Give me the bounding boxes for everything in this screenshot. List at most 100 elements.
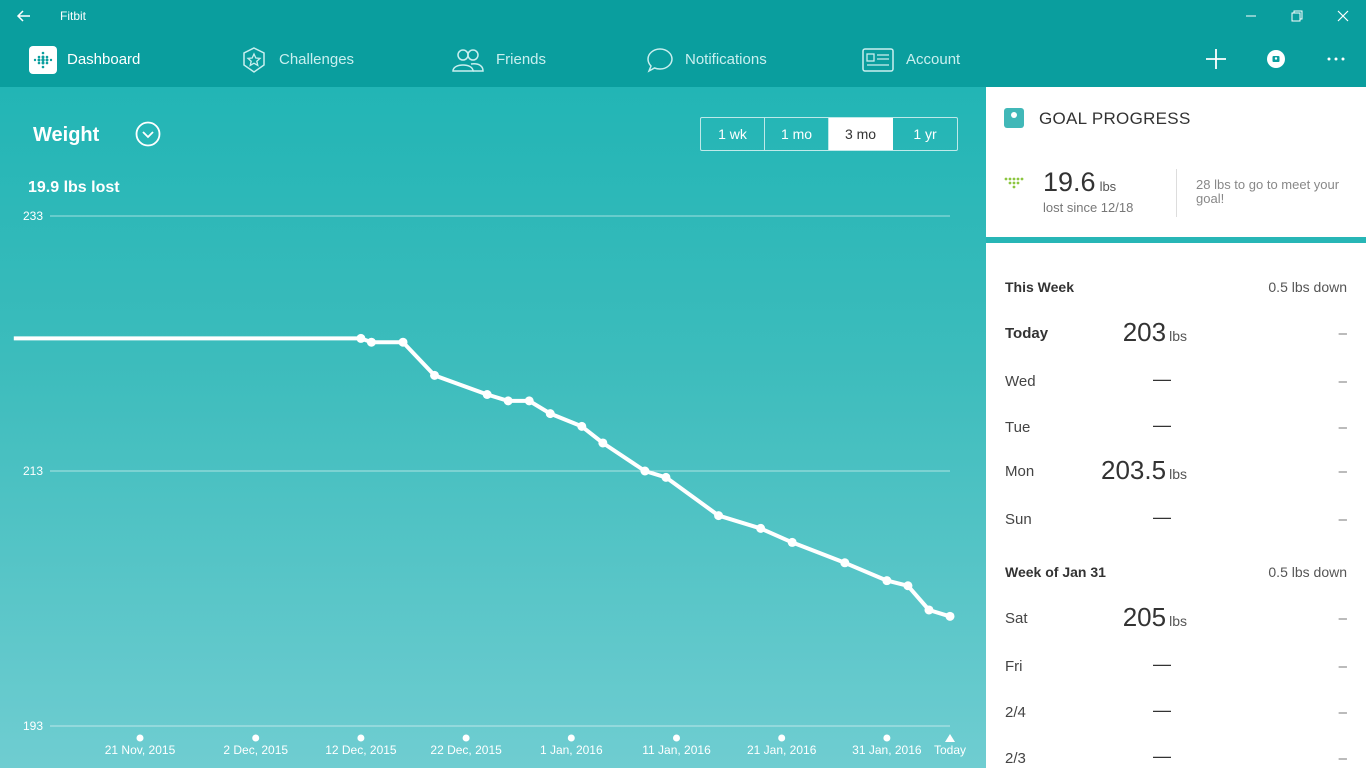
x-tick-label: Today — [934, 743, 966, 757]
goal-title: GOAL PROGRESS — [1039, 109, 1191, 128]
weight-data-point — [398, 337, 408, 347]
sync-button[interactable] — [1261, 44, 1291, 74]
y-tick-label: 193 — [23, 719, 43, 733]
goal-progress-bar — [986, 237, 1366, 243]
weight-data-point — [640, 466, 650, 476]
range-tab-1mo[interactable]: 1 mo — [765, 118, 829, 150]
day-weight: — — [1153, 654, 1171, 675]
nav-notifications[interactable]: Notifications — [645, 32, 767, 87]
add-button[interactable] — [1201, 44, 1231, 74]
nav-bar: Dashboard Challenges Friends Notificatio… — [0, 32, 1366, 87]
day-row[interactable]: 2/3 — – — [1005, 742, 1347, 768]
day-change: – — [1338, 610, 1347, 627]
x-tick-label: 2 Dec, 2015 — [223, 743, 288, 757]
day-weight: 205 lbs — [1123, 602, 1187, 633]
goal-lost-unit: lbs — [1099, 179, 1117, 194]
weight-data-point — [366, 337, 376, 347]
day-label: Tue — [1005, 419, 1031, 436]
weight-chart-panel: 233 213 193 21 Nov, 2015 2 Dec, 2015 12 Dec, … — [0, 87, 986, 768]
chart-dropdown-button[interactable] — [135, 121, 161, 147]
weight-chart: 233 213 193 21 Nov, 2015 2 Dec, 2015 12 Dec, … — [13, 209, 966, 757]
x-tick-marker — [672, 734, 680, 742]
goal-since-label: lost since 12/18 — [1043, 200, 1134, 215]
day-row[interactable]: Wed — – — [1005, 365, 1347, 395]
day-weight-value: — — [1153, 746, 1171, 766]
friends-icon — [450, 45, 486, 75]
day-weight-unit: lbs — [1169, 328, 1187, 344]
day-weight-value: — — [1153, 369, 1171, 389]
day-row[interactable]: Sat 205 lbs – — [1005, 602, 1347, 632]
x-tick-label: 11 Jan, 2016 — [642, 743, 711, 757]
day-label: Today — [1005, 325, 1049, 342]
week-change: 0.5 lbs down — [1268, 564, 1347, 580]
y-tick-label: 233 — [23, 209, 43, 223]
x-tick-label: 21 Jan, 2016 — [747, 743, 817, 757]
nav-account[interactable]: Account — [860, 32, 960, 87]
weight-data-point — [756, 523, 766, 533]
plus-icon — [1206, 49, 1226, 69]
back-arrow-icon[interactable] — [14, 6, 34, 26]
nav-challenges[interactable]: Challenges — [239, 32, 354, 87]
weight-lost-label: 19.9 lbs lost — [28, 179, 120, 196]
weight-data-point — [503, 396, 513, 406]
minimize-button[interactable] — [1228, 0, 1274, 32]
nav-dashboard[interactable]: Dashboard — [29, 32, 140, 87]
range-tab-3mo[interactable]: 3 mo — [829, 118, 893, 150]
goal-lost-value: 19.6 lbs — [1043, 167, 1116, 198]
id-card-icon — [860, 45, 896, 75]
goal-lost-number: 19.6 — [1043, 167, 1096, 197]
day-label: Fri — [1005, 658, 1023, 675]
day-change: – — [1338, 325, 1347, 342]
x-tick-label: 22 Dec, 2015 — [430, 743, 502, 757]
day-weight: — — [1153, 746, 1171, 767]
day-weight-unit: lbs — [1169, 613, 1187, 629]
week-title: This Week — [1005, 279, 1074, 295]
weight-data-point — [714, 511, 724, 521]
day-weight-value: — — [1153, 415, 1171, 435]
x-tick-marker — [357, 734, 365, 742]
weight-data-point — [882, 576, 892, 586]
week-header: Week of Jan 31 0.5 lbs down — [1005, 564, 1347, 580]
nav-friends-label: Friends — [496, 51, 547, 68]
range-tab-1wk[interactable]: 1 wk — [701, 118, 765, 150]
more-icon — [1327, 57, 1345, 61]
fitbit-logo-icon — [29, 45, 57, 74]
scale-icon — [1004, 108, 1024, 128]
day-row[interactable]: Tue — – — [1005, 411, 1347, 441]
day-row[interactable]: Today 203 lbs – — [1005, 317, 1347, 347]
x-tick-label: 12 Dec, 2015 — [325, 743, 397, 757]
x-tick-marker — [945, 734, 955, 742]
day-weight: — — [1153, 507, 1171, 528]
weight-data-point — [482, 390, 492, 399]
day-row[interactable]: Mon 203.5 lbs – — [1005, 455, 1347, 485]
x-tick-label: 31 Jan, 2016 — [852, 743, 922, 757]
day-row[interactable]: Sun — – — [1005, 503, 1347, 533]
x-tick-marker — [883, 734, 891, 742]
weight-data-point — [430, 370, 440, 380]
day-row[interactable]: 2/4 — – — [1005, 696, 1347, 726]
more-button[interactable] — [1321, 44, 1351, 74]
nav-friends[interactable]: Friends — [450, 32, 546, 87]
day-change: – — [1338, 373, 1347, 390]
day-weight-value: — — [1153, 700, 1171, 720]
close-button[interactable] — [1320, 0, 1366, 32]
restore-button[interactable] — [1274, 0, 1320, 32]
day-weight: 203.5 lbs — [1101, 455, 1187, 486]
nav-challenges-label: Challenges — [279, 51, 355, 68]
x-tick-marker — [462, 734, 470, 742]
chevron-down-icon — [135, 121, 161, 147]
nav-dashboard-label: Dashboard — [67, 51, 141, 68]
day-weight-value: 205 — [1122, 602, 1167, 632]
week-header: This Week 0.5 lbs down — [1005, 279, 1347, 295]
y-tick-label: 213 — [23, 464, 43, 478]
restore-icon — [1291, 10, 1303, 22]
range-tab-1yr[interactable]: 1 yr — [913, 126, 937, 142]
week-title: Week of Jan 31 — [1005, 564, 1106, 580]
day-change: – — [1338, 750, 1347, 767]
weight-data-point — [903, 581, 913, 591]
day-weight: — — [1153, 415, 1171, 436]
day-row[interactable]: Fri — – — [1005, 650, 1347, 680]
day-weight-unit: lbs — [1169, 466, 1187, 482]
goal-remaining-message: 28 lbs to go to meet your goal! — [1196, 177, 1340, 206]
sync-icon — [1267, 50, 1285, 68]
